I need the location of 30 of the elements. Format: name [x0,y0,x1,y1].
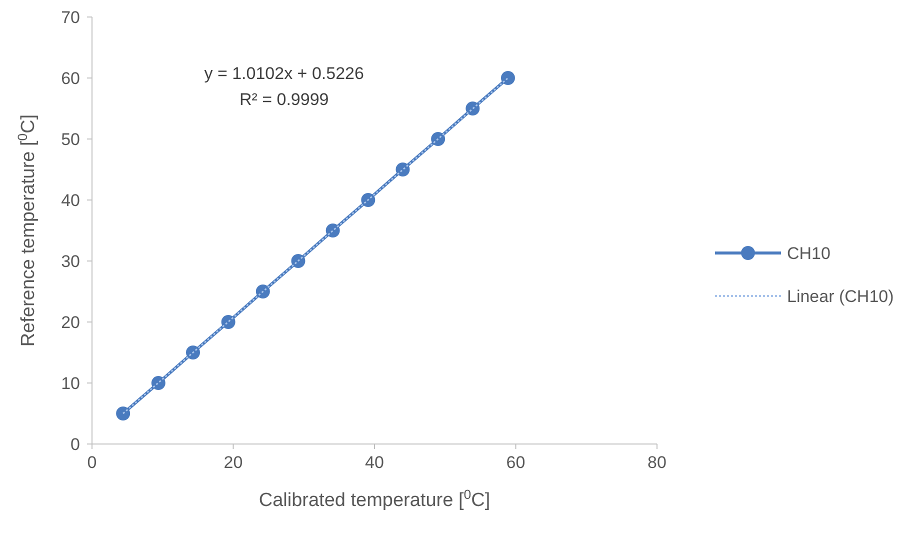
y-tick-label: 0 [70,435,80,454]
point [326,224,340,238]
x-tick-label: 60 [506,453,526,472]
point [396,162,410,176]
x-axis-title: Calibrated temperature [$^{0}$C] [258,486,490,511]
annotation: y = 1.0102x + 0.5226 [204,64,364,83]
annotation: R² = 0.9999 [239,90,329,109]
y-tick-label: 20 [61,313,80,332]
y-tick-label: 10 [61,374,80,393]
point [361,193,376,207]
x-tick-label: 80 [648,453,666,472]
y-tick-label: 50 [61,130,80,149]
x-tick-label: 0 [87,453,97,472]
point [500,71,515,85]
y-tick-label: 70 [61,8,80,27]
point [291,254,306,268]
point [221,315,236,329]
legend-label: CH10 [787,244,830,263]
x-tick-label: 20 [224,453,243,472]
point [256,284,270,298]
point [186,346,200,360]
y-tick-label: 60 [61,69,80,88]
legend-label: Linear (CH10) [787,287,894,306]
point [116,406,130,420]
point [151,376,166,390]
y-tick-label: 40 [61,191,80,210]
y-tick-label: 30 [61,252,80,271]
point [431,132,446,146]
x-tick-label: 40 [365,453,384,472]
point [466,102,480,116]
